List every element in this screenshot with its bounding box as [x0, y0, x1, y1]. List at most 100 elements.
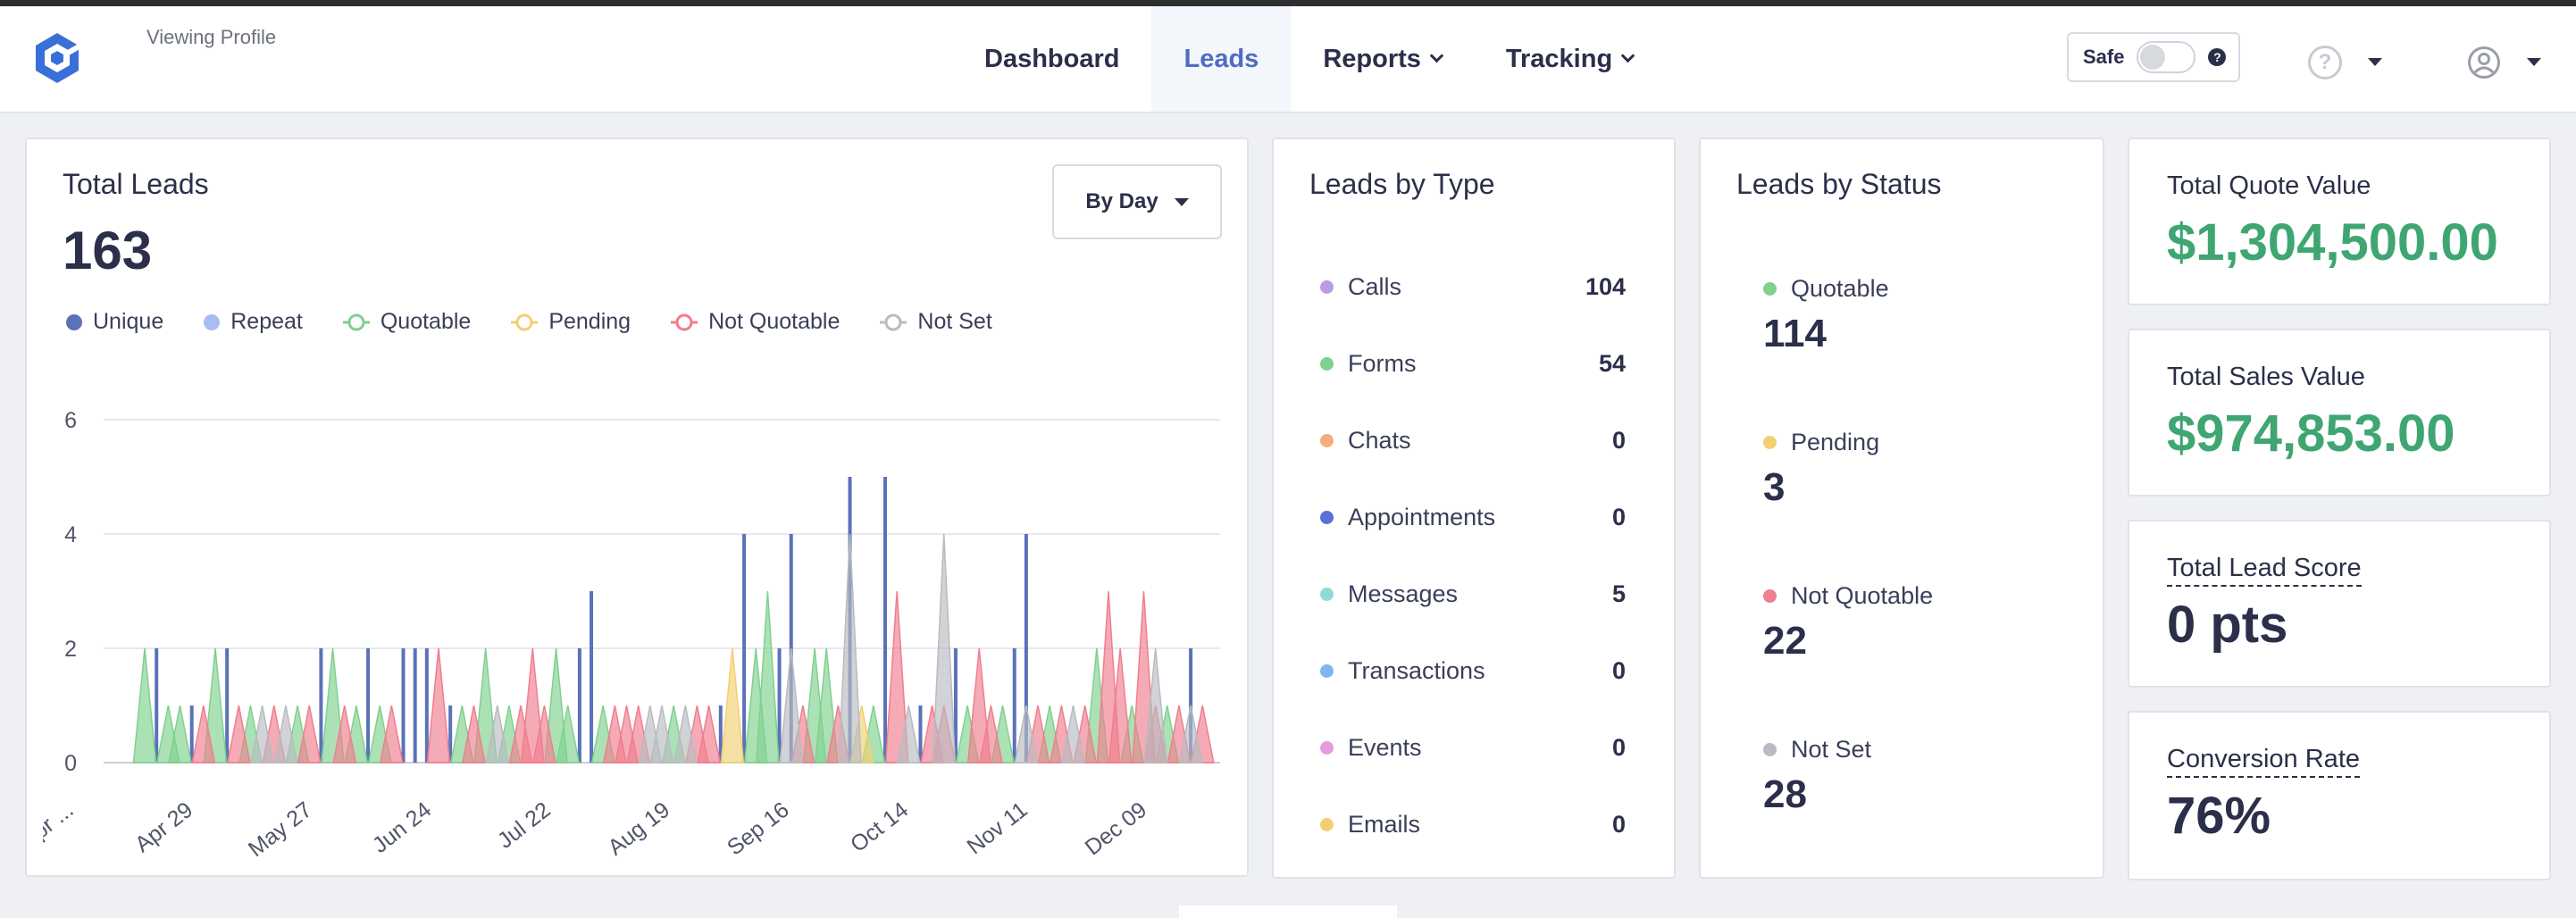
- lead-type-label: Transactions: [1348, 656, 1485, 684]
- lead-type-label: Appointments: [1348, 503, 1496, 530]
- type-dot-icon: [1320, 817, 1334, 831]
- bar-mark: [225, 648, 230, 763]
- lead-type-value: 0: [1611, 656, 1626, 684]
- bar-mark: [718, 705, 723, 763]
- leads-by-type-title: Leads by Type: [1309, 168, 1495, 200]
- x-tick-label: Aug 19: [604, 797, 675, 861]
- leads-by-status-card: [1699, 138, 2104, 879]
- bar-mark: [742, 534, 747, 763]
- type-dot-icon: [1320, 510, 1334, 524]
- legend-line-marker-icon: [880, 313, 907, 330]
- legend-label: Repeat: [230, 309, 303, 334]
- help-icon[interactable]: ?: [2308, 46, 2342, 79]
- kpi-total-lead-score: Total Lead Score 0 pts: [2128, 520, 2551, 688]
- x-tick-label: Apr 29: [130, 797, 197, 857]
- legend-quotable[interactable]: Quotable: [342, 309, 471, 335]
- legend-label: Not Set: [917, 309, 992, 334]
- nav-leads-label: Leads: [1183, 44, 1259, 73]
- safe-label: Safe: [2083, 46, 2125, 68]
- help-dropdown-caret-icon[interactable]: [2368, 58, 2382, 66]
- chevron-down-icon: [1620, 48, 1635, 63]
- legend-pending[interactable]: Pending: [511, 309, 631, 335]
- status-dot-icon: [1763, 743, 1777, 756]
- bar-mark: [918, 705, 923, 763]
- type-dot-icon: [1320, 587, 1334, 601]
- safe-mode-control: Safe ?: [2067, 32, 2240, 82]
- brand-logo-icon[interactable]: [29, 29, 86, 87]
- nav-leads[interactable]: Leads: [1151, 6, 1292, 112]
- bar-mark: [1012, 648, 1016, 763]
- spike-mark: [779, 647, 804, 764]
- main-nav: Dashboard Leads Reports Tracking: [952, 6, 1665, 112]
- lead-type-label: Messages: [1348, 580, 1459, 607]
- lead-type-row: Emails 0: [1320, 786, 1626, 863]
- bar-mark: [401, 648, 406, 763]
- kpi-total-quote-value: Total Quote Value $1,304,500.00: [2128, 138, 2551, 305]
- kpi-label: Total Sales Value: [2167, 363, 2365, 391]
- kpi-label[interactable]: Total Lead Score: [2167, 554, 2362, 587]
- spike-mark: [649, 705, 674, 764]
- bar-mark: [1024, 534, 1028, 763]
- kpi-label[interactable]: Conversion Rate: [2167, 745, 2360, 778]
- bar-mark: [577, 648, 581, 763]
- spike-mark: [462, 705, 486, 764]
- x-tick-label: May 27: [244, 797, 317, 863]
- legend-dot-icon: [204, 313, 221, 330]
- type-dot-icon: [1320, 663, 1334, 678]
- spike-mark: [697, 705, 722, 764]
- spike-mark: [1014, 705, 1039, 764]
- x-tick-label: Apr ...: [43, 797, 79, 854]
- period-select[interactable]: By Day: [1052, 164, 1222, 239]
- nav-dashboard[interactable]: Dashboard: [952, 6, 1151, 112]
- spike-mark: [1108, 647, 1133, 764]
- legend-line-marker-icon: [511, 313, 539, 330]
- spike-mark: [556, 705, 581, 764]
- kpi-conversion-rate: Conversion Rate 76%: [2128, 711, 2551, 880]
- lead-type-row: Transactions 0: [1320, 632, 1626, 709]
- lead-type-label: Events: [1348, 733, 1422, 761]
- y-tick-label: 0: [64, 751, 77, 776]
- lead-type-label: Calls: [1348, 272, 1402, 300]
- nav-reports[interactable]: Reports: [1291, 6, 1474, 112]
- safe-info-icon[interactable]: ?: [2208, 48, 2227, 66]
- spike-mark: [132, 647, 157, 764]
- lead-type-value: 5: [1611, 580, 1626, 607]
- spike-mark: [756, 590, 780, 764]
- lead-type-value: 0: [1611, 426, 1626, 454]
- lead-status-row: Not Quotable 22: [1763, 582, 1933, 736]
- spike-mark: [426, 647, 451, 764]
- spike-mark: [673, 705, 698, 764]
- spike-mark: [838, 533, 862, 764]
- nav-tracking[interactable]: Tracking: [1474, 6, 1665, 112]
- bar-mark: [319, 648, 323, 763]
- kpi-total-sales-value: Total Sales Value $974,853.00: [2128, 329, 2551, 497]
- lead-status-label: Not Quotable: [1791, 582, 1934, 609]
- legend-not-quotable[interactable]: Not Quotable: [671, 309, 840, 335]
- user-dropdown-caret-icon[interactable]: [2527, 58, 2541, 66]
- user-avatar-icon[interactable]: [2467, 46, 2501, 79]
- lead-type-row: Events 0: [1320, 709, 1626, 786]
- toggle-knob: [2140, 45, 2166, 70]
- spike-mark: [332, 705, 357, 764]
- kpi-value: 76%: [2167, 787, 2271, 845]
- total-leads-count: 163: [63, 221, 153, 280]
- lead-status-row: Pending 3: [1763, 429, 1933, 582]
- status-dot-icon: [1763, 436, 1777, 449]
- type-dot-icon: [1320, 740, 1334, 755]
- x-tick-label: Sep 16: [723, 797, 794, 861]
- lead-type-label: Forms: [1348, 349, 1417, 377]
- legend-unique[interactable]: Unique: [66, 309, 163, 335]
- type-dot-icon: [1320, 280, 1334, 294]
- lead-status-label: Pending: [1791, 429, 1880, 455]
- y-tick-label: 6: [64, 408, 77, 433]
- leads-by-status-list: Quotable 114 Pending 3 Not Quotable 22 Not Set…: [1763, 275, 1933, 889]
- bottom-tab-stub: [1179, 905, 1397, 918]
- lead-status-value: 22: [1763, 619, 1807, 663]
- legend-repeat[interactable]: Repeat: [204, 309, 303, 335]
- legend-not-set[interactable]: Not Set: [880, 309, 992, 335]
- lead-status-row: Not Set 28: [1763, 736, 1933, 889]
- legend-line-marker-icon: [671, 313, 698, 330]
- spike-mark: [932, 533, 957, 764]
- safe-toggle[interactable]: [2137, 41, 2196, 73]
- x-tick-label: Oct 14: [846, 797, 913, 857]
